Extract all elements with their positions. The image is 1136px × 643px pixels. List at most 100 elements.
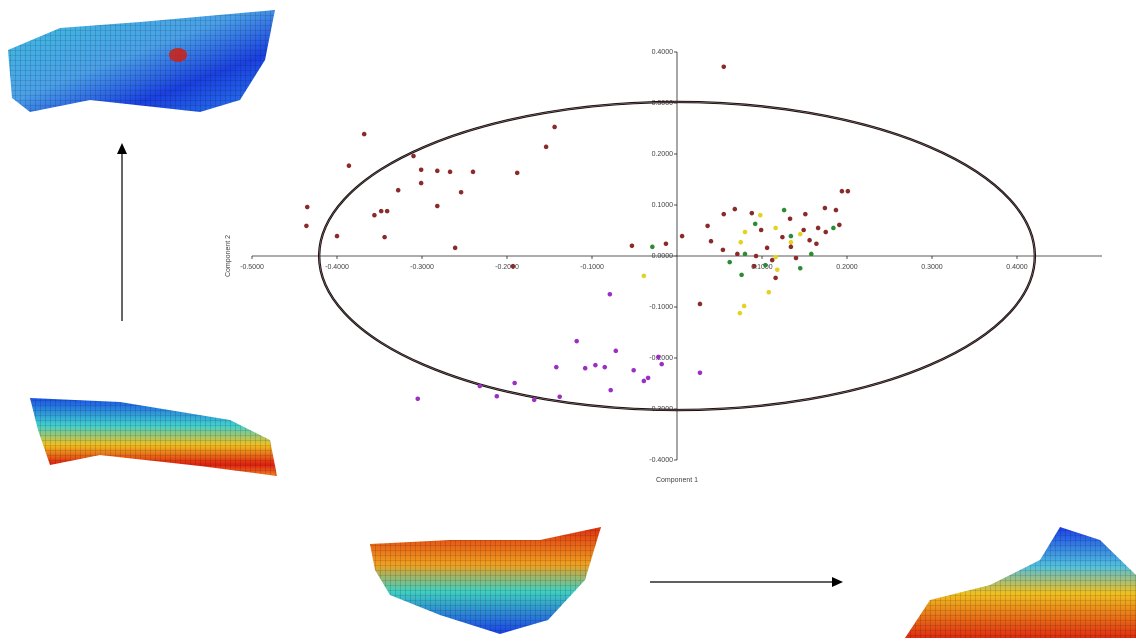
point: [593, 362, 598, 368]
point: [494, 393, 500, 399]
point: [797, 265, 803, 271]
point: [708, 238, 714, 244]
y-tick-label: 0.2000: [652, 151, 674, 158]
point: [470, 169, 476, 175]
point: [822, 205, 828, 211]
point: [531, 397, 537, 403]
point: [435, 203, 440, 209]
point: [602, 364, 608, 370]
point: [361, 131, 367, 137]
point: [613, 348, 619, 354]
point: [788, 233, 794, 239]
point: [823, 229, 829, 235]
x-tick-label: 0.4000: [1006, 264, 1028, 271]
point: [742, 251, 748, 257]
point: [378, 208, 384, 214]
point: [788, 244, 794, 250]
point: [793, 255, 799, 261]
point: [631, 367, 636, 373]
point: [477, 383, 483, 389]
point: [775, 267, 780, 273]
point: [752, 263, 757, 269]
point: [787, 216, 793, 222]
point: [554, 364, 559, 370]
point: [415, 396, 421, 402]
point: [758, 227, 764, 233]
point: [659, 361, 664, 367]
y-tick-label: -0.1000: [649, 304, 673, 311]
point: [833, 207, 839, 213]
point: [741, 303, 747, 309]
point: [458, 189, 464, 195]
x-tick-label: -0.5000: [240, 264, 264, 271]
point: [781, 207, 787, 213]
y-axis-label: Component 2: [225, 235, 232, 277]
point: [411, 153, 416, 159]
point: [837, 222, 842, 228]
point: [831, 225, 836, 231]
point: [721, 211, 727, 217]
point: [739, 272, 744, 278]
point: [574, 338, 579, 344]
point: [815, 225, 821, 231]
point: [650, 244, 655, 250]
point: [656, 354, 661, 360]
arrows: [117, 143, 843, 587]
point: [797, 231, 803, 237]
ellipse-inner-line: [318, 101, 1036, 411]
point: [418, 167, 424, 173]
x-tick-label: -0.4000: [325, 264, 349, 271]
point: [679, 233, 685, 239]
point: [788, 239, 794, 245]
point: [697, 370, 703, 376]
point: [807, 237, 812, 243]
point: [384, 208, 390, 214]
point: [742, 229, 748, 235]
point: [839, 188, 845, 194]
point: [418, 180, 424, 186]
point: [809, 251, 814, 257]
point: [801, 227, 806, 233]
point: [780, 234, 785, 240]
point: [447, 169, 453, 175]
point: [512, 380, 517, 386]
point: [721, 64, 727, 70]
y-tick-label: -0.2000: [649, 355, 673, 362]
y-tick-label: 0.0000: [652, 253, 674, 260]
point: [452, 245, 458, 251]
point: [752, 221, 758, 227]
shape-left: [30, 398, 277, 476]
point: [645, 375, 651, 381]
point: [720, 247, 726, 253]
shape-top-left: [8, 10, 275, 112]
point: [641, 378, 647, 384]
shape-bottom-center: [370, 527, 601, 634]
point: [557, 394, 562, 400]
point: [758, 212, 763, 218]
x-tick-label: 0.1000: [751, 264, 773, 271]
point: [510, 263, 516, 269]
point: [697, 301, 703, 307]
point: [749, 210, 755, 216]
point: [769, 257, 775, 263]
point: [773, 254, 778, 260]
point: [382, 234, 387, 240]
shape-bottom-right: [905, 527, 1136, 638]
point: [435, 168, 440, 174]
point: [814, 241, 819, 247]
y-tick-label: 0.4000: [652, 49, 674, 56]
point: [764, 245, 770, 251]
point: [372, 212, 377, 218]
point: [727, 259, 732, 265]
point: [763, 262, 768, 268]
x-tick-label: -0.2000: [495, 264, 519, 271]
point: [705, 223, 710, 229]
point: [552, 124, 557, 130]
x-axis-label: Component 1: [656, 477, 698, 484]
point: [735, 251, 740, 257]
y-tick-label: 0.3000: [652, 100, 674, 107]
point: [845, 188, 851, 194]
point: [663, 241, 669, 247]
point: [304, 204, 310, 210]
point: [608, 387, 613, 393]
